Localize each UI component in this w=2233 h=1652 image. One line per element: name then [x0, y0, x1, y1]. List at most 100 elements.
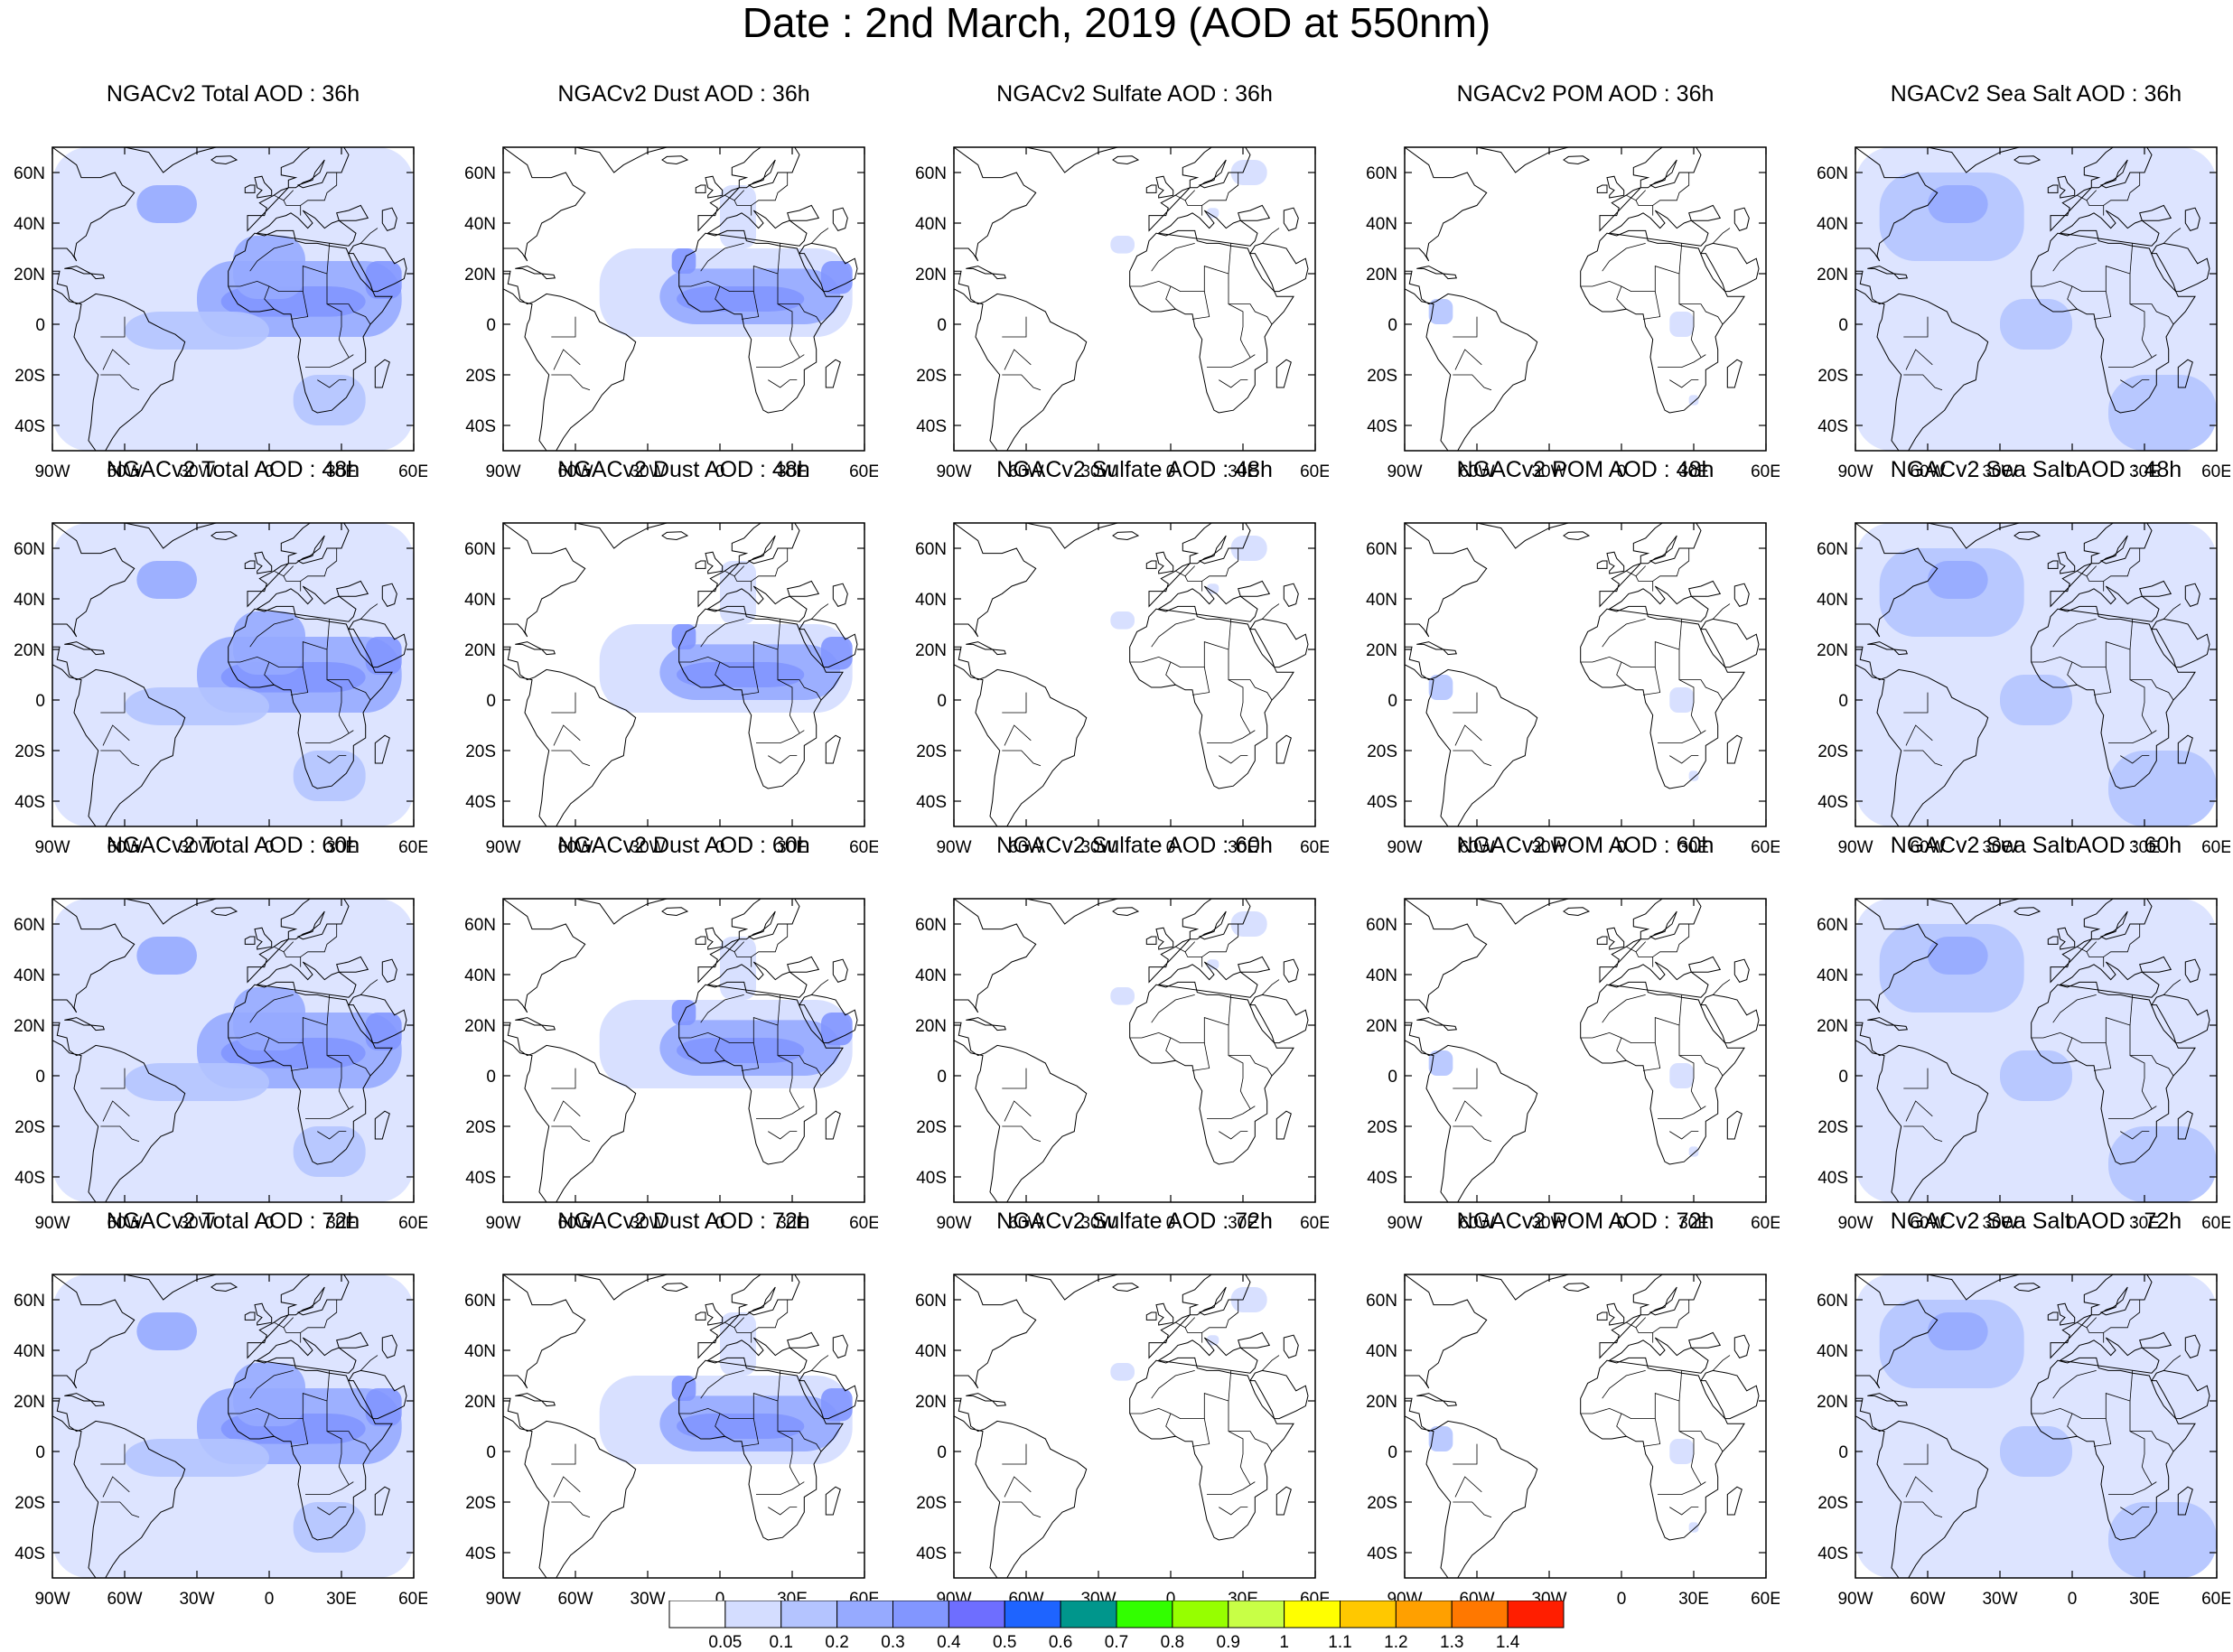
aod-field-region [1110, 236, 1135, 254]
country-border [1207, 730, 1256, 743]
lon-label: 90W [936, 838, 971, 853]
coastline [1283, 1334, 1299, 1359]
lon-label: 90W [485, 1214, 520, 1228]
coastline [2057, 175, 2076, 199]
aod-field-region [2108, 1126, 2217, 1202]
lat-label: 20N [1366, 266, 1397, 285]
coastline [228, 1357, 393, 1541]
coastline [503, 1274, 586, 1389]
coastline [2151, 618, 2210, 668]
coastline [544, 899, 668, 925]
colorbar-label: 1.4 [1496, 1633, 1520, 1652]
coastline [1726, 359, 1742, 388]
panel-title: NGACv2 Dust AOD : 36h [557, 81, 810, 107]
aod-field-region [293, 375, 366, 425]
colorbar-swatch [948, 1601, 1005, 1629]
lon-label: 60E [1300, 462, 1329, 477]
country-border [1678, 1055, 1702, 1109]
coastline [1896, 1274, 2020, 1301]
coastline [1855, 1022, 1989, 1202]
aod-field-region [233, 236, 305, 299]
country-border [1207, 1106, 1256, 1119]
country-border [1002, 1125, 1042, 1143]
lat-label: 40N [1817, 591, 1848, 610]
country-border [1151, 994, 1195, 1023]
country-border [2163, 228, 2182, 244]
country-border [2129, 619, 2134, 650]
coastline [2013, 155, 2041, 165]
coastline [254, 175, 273, 199]
coastline [256, 961, 357, 998]
coastline [540, 1400, 556, 1407]
aod-field-region [1230, 1287, 1267, 1312]
country-border [326, 303, 350, 358]
coastline [254, 551, 273, 574]
country-border [741, 1042, 760, 1071]
country-border [1453, 1443, 1478, 1465]
colorbar-swatch [836, 1601, 893, 1629]
coastline [991, 649, 1007, 656]
map-panel-sulfate-72h: NGACv2 Sulfate AOD : 72h 60N 40N 20N 0 20S 40S… [904, 1209, 1329, 1604]
colorbar-label: 0.05 [708, 1633, 742, 1652]
map-frame [1855, 522, 2218, 827]
country-border [1453, 692, 1478, 714]
coastline [2050, 147, 2153, 232]
lat-label: 40N [1366, 1342, 1397, 1361]
lat-label: 0 [486, 1443, 496, 1462]
coastline [1405, 270, 1538, 451]
lat-label: 0 [937, 1443, 947, 1462]
coastline [661, 1283, 689, 1293]
coastline [247, 147, 350, 232]
lon-label: 60E [1751, 1590, 1780, 1604]
country-border [1219, 1131, 1248, 1140]
country-border [274, 173, 338, 206]
lon-label: 0 [1166, 838, 1176, 853]
coastline [336, 1331, 369, 1349]
coastline [374, 1486, 390, 1516]
coastline [52, 1397, 186, 1578]
coastline [1608, 585, 1709, 622]
lon-label: 0 [1617, 462, 1627, 477]
coastline [2050, 1274, 2153, 1359]
coastline [2184, 583, 2200, 608]
aod-field-region [1230, 160, 1267, 185]
country-border [283, 1317, 294, 1329]
country-border [100, 692, 126, 714]
map-panel-seasalt-60h: NGACv2 Sea Salt AOD : 60h 60N 40N 20N 0 20S 40… [1806, 833, 2230, 1228]
coastline [503, 147, 586, 262]
coastline [695, 936, 706, 945]
country-border [724, 1300, 789, 1333]
lon-label: 30W [1982, 1590, 2017, 1604]
country-border [290, 667, 309, 695]
lon-label: 90W [936, 462, 971, 477]
country-border [1184, 941, 1195, 953]
coastline [381, 958, 397, 984]
lat-label: 60N [915, 1292, 947, 1311]
lat-label: 60N [14, 1292, 45, 1311]
country-border [2052, 994, 2097, 1023]
coastline [995, 899, 1118, 925]
coastline [2059, 585, 2160, 622]
aod-field-region [720, 185, 756, 248]
country-border [1165, 285, 1176, 310]
coastline [678, 229, 844, 414]
coastline [825, 1486, 841, 1516]
country-border [228, 1393, 371, 1452]
coastline [52, 1274, 135, 1389]
coastline [93, 523, 217, 549]
country-border [317, 1131, 347, 1140]
country-border [1903, 1125, 1943, 1143]
country-border [678, 266, 822, 325]
lat-label: 60N [1817, 1292, 1848, 1311]
map-frame [1404, 146, 1767, 452]
coastline [991, 1400, 1007, 1407]
panel-title: NGACv2 Sea Salt AOD : 48h [1890, 457, 2182, 482]
lat-label: 20S [465, 1118, 496, 1137]
lat-label: 20N [14, 1017, 45, 1036]
lat-label: 40S [1817, 1169, 1848, 1188]
lon-label: 30E [2129, 462, 2160, 477]
